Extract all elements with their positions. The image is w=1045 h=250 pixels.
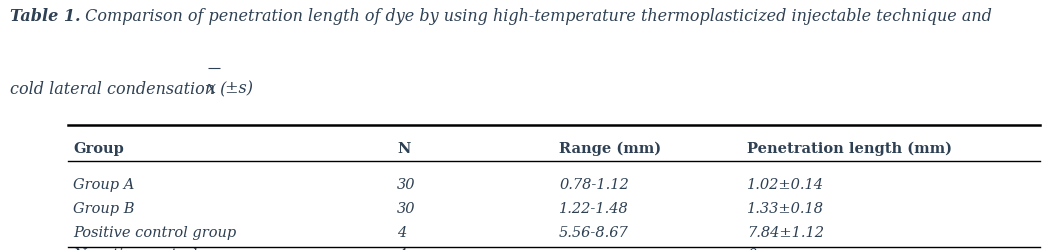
Text: Penetration length (mm): Penetration length (mm) bbox=[747, 141, 952, 156]
Text: 1.22-1.48: 1.22-1.48 bbox=[559, 201, 629, 215]
Text: Comparison of penetration length of dye by using high-temperature thermoplastici: Comparison of penetration length of dye … bbox=[80, 8, 993, 24]
Text: Table 1.: Table 1. bbox=[10, 8, 82, 24]
Text: ±s): ±s) bbox=[220, 80, 254, 97]
Text: x: x bbox=[207, 80, 216, 97]
Text: Group B: Group B bbox=[73, 201, 135, 215]
Text: 1.02±0.14: 1.02±0.14 bbox=[747, 178, 825, 192]
Text: 30: 30 bbox=[397, 201, 416, 215]
Text: Negative control group: Negative control group bbox=[73, 248, 246, 250]
Text: cold lateral condensation (: cold lateral condensation ( bbox=[10, 80, 227, 97]
Text: Group A: Group A bbox=[73, 178, 135, 192]
Text: Positive control group: Positive control group bbox=[73, 225, 236, 239]
Text: 1.33±0.18: 1.33±0.18 bbox=[747, 201, 825, 215]
Text: N: N bbox=[397, 141, 411, 155]
Text: Group: Group bbox=[73, 141, 124, 155]
Text: Range (mm): Range (mm) bbox=[559, 141, 661, 156]
Text: 0.78-1.12: 0.78-1.12 bbox=[559, 178, 629, 192]
Text: 7.84±1.12: 7.84±1.12 bbox=[747, 225, 825, 239]
Text: 5.56-8.67: 5.56-8.67 bbox=[559, 225, 629, 239]
Text: 4: 4 bbox=[397, 248, 407, 250]
Text: 0: 0 bbox=[747, 248, 757, 250]
Text: 30: 30 bbox=[397, 178, 416, 192]
Text: 4: 4 bbox=[397, 225, 407, 239]
